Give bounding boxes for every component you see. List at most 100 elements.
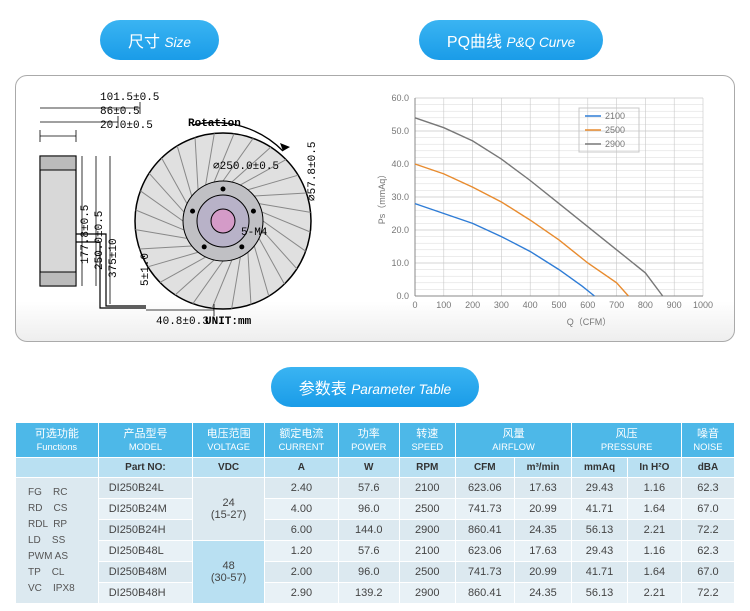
series-line <box>415 118 663 296</box>
size-header: 尺寸 Size <box>100 20 219 60</box>
svg-text:10.0: 10.0 <box>391 258 409 268</box>
svg-text:101.5±0.5: 101.5±0.5 <box>100 92 159 104</box>
data-cell: 4.00 <box>264 499 338 520</box>
data-cell: 41.71 <box>572 499 628 520</box>
col-en: CURRENT <box>271 441 332 453</box>
param-header-en: Parameter Table <box>351 382 451 397</box>
func-line: RDL RP <box>28 517 92 533</box>
data-cell: 144.0 <box>338 520 399 541</box>
col-cn: 噪音 <box>688 427 728 441</box>
table-row: DI250B48M2.0096.02500741.7320.9941.711.6… <box>16 562 735 583</box>
data-cell: 20.99 <box>514 562 572 583</box>
svg-text:2900: 2900 <box>605 139 625 149</box>
data-cell: 623.06 <box>455 541 514 562</box>
data-cell: 96.0 <box>338 562 399 583</box>
sub-header: W <box>338 458 399 478</box>
data-cell: 2900 <box>399 583 455 604</box>
data-cell: 2100 <box>399 541 455 562</box>
col-cn: 风压 <box>578 427 675 441</box>
pq-header-en: P&Q Curve <box>507 35 576 50</box>
data-cell: 72.2 <box>681 583 734 604</box>
col-header: 噪音NOISE <box>681 423 734 458</box>
svg-text:⌀57.8±0.5: ⌀57.8±0.5 <box>307 142 319 201</box>
sub-header: RPM <box>399 458 455 478</box>
top-header-row: 尺寸 Size PQ曲线 P&Q Curve <box>0 0 750 75</box>
data-cell: 17.63 <box>514 478 572 499</box>
parameter-table: 可选功能Functions产品型号MODEL电压范围VOLTAGE额定电流CUR… <box>15 422 735 604</box>
data-cell: 67.0 <box>681 499 734 520</box>
param-header-row: 参数表 Parameter Table <box>0 367 750 407</box>
table-row: DI250B48H2.90139.22900860.4124.3556.132.… <box>16 583 735 604</box>
data-cell: 741.73 <box>455 562 514 583</box>
svg-text:⌀250.0±0.5: ⌀250.0±0.5 <box>213 161 279 173</box>
col-en: PRESSURE <box>578 441 675 453</box>
svg-text:40.0: 40.0 <box>391 159 409 169</box>
pq-header: PQ曲线 P&Q Curve <box>419 20 603 60</box>
data-cell: 2.21 <box>627 583 681 604</box>
data-cell: 29.43 <box>572 478 628 499</box>
col-cn: 电压范围 <box>199 427 258 441</box>
data-cell: 57.6 <box>338 541 399 562</box>
pq-chart: 010020030040050060070080090010000.010.02… <box>373 86 722 331</box>
col-en: NOISE <box>688 441 728 453</box>
svg-text:900: 900 <box>667 300 682 310</box>
svg-text:400: 400 <box>523 300 538 310</box>
svg-text:40.8±0.3: 40.8±0.3 <box>156 316 209 328</box>
data-cell: 2500 <box>399 499 455 520</box>
svg-text:Ps（mmAq）: Ps（mmAq） <box>377 170 387 225</box>
volt-sub: (15-27) <box>199 509 258 521</box>
svg-text:2500: 2500 <box>605 125 625 135</box>
data-cell: 860.41 <box>455 520 514 541</box>
data-cell: 139.2 <box>338 583 399 604</box>
volt-sub: (30-57) <box>199 572 258 584</box>
data-cell: 24.35 <box>514 520 572 541</box>
data-cell: 20.99 <box>514 499 572 520</box>
svg-text:5±1.0: 5±1.0 <box>140 253 152 286</box>
data-cell: 1.16 <box>627 541 681 562</box>
svg-text:0.0: 0.0 <box>396 291 409 301</box>
data-cell: 1.16 <box>627 478 681 499</box>
svg-text:60.0: 60.0 <box>391 93 409 103</box>
data-cell: 860.41 <box>455 583 514 604</box>
data-cell: 1.64 <box>627 499 681 520</box>
model-cell: DI250B24H <box>98 520 193 541</box>
functions-cell: FG RCRD CSRDL RPLD SSPWM ASTP CLVC IPX8 <box>16 478 99 604</box>
sub-header: In H²O <box>627 458 681 478</box>
param-header-cn: 参数表 <box>299 381 347 398</box>
col-header: 电压范围VOLTAGE <box>193 423 265 458</box>
svg-text:30.0: 30.0 <box>391 192 409 202</box>
table-row: FG RCRD CSRDL RPLD SSPWM ASTP CLVC IPX8D… <box>16 478 735 499</box>
data-cell: 2.00 <box>264 562 338 583</box>
func-line: LD SS <box>28 533 92 549</box>
col-cn: 风量 <box>462 427 565 441</box>
func-line: RD CS <box>28 501 92 517</box>
data-cell: 62.3 <box>681 478 734 499</box>
svg-text:600: 600 <box>580 300 595 310</box>
size-header-en: Size <box>164 35 190 50</box>
col-header: 产品型号MODEL <box>98 423 193 458</box>
data-cell: 623.06 <box>455 478 514 499</box>
svg-text:UNIT:mm: UNIT:mm <box>205 316 252 328</box>
col-cn: 产品型号 <box>105 427 187 441</box>
data-cell: 2500 <box>399 562 455 583</box>
data-cell: 17.63 <box>514 541 572 562</box>
model-cell: DI250B48L <box>98 541 193 562</box>
data-cell: 2.21 <box>627 520 681 541</box>
param-header: 参数表 Parameter Table <box>271 367 479 407</box>
col-en: MODEL <box>105 441 187 453</box>
func-line: TP CL <box>28 565 92 581</box>
data-cell: 96.0 <box>338 499 399 520</box>
data-cell: 2.90 <box>264 583 338 604</box>
func-line: PWM AS <box>28 549 92 565</box>
sub-header: mmAq <box>572 458 628 478</box>
main-panel: 101.5±0.586±0.520.0±0.5177.8±0.5250.0±0.… <box>15 75 735 342</box>
data-cell: 2900 <box>399 520 455 541</box>
data-cell: 741.73 <box>455 499 514 520</box>
data-cell: 29.43 <box>572 541 628 562</box>
data-cell: 2100 <box>399 478 455 499</box>
svg-text:0: 0 <box>412 300 417 310</box>
model-cell: DI250B48H <box>98 583 193 604</box>
func-line: VC IPX8 <box>28 581 92 597</box>
svg-text:Rotation: Rotation <box>188 118 241 130</box>
model-cell: DI250B24M <box>98 499 193 520</box>
